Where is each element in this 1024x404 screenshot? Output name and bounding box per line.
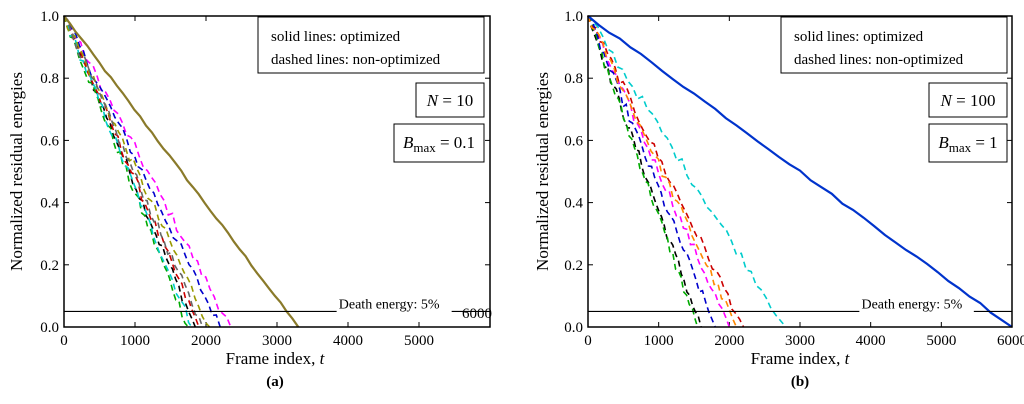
legend-solid: solid lines: optimized <box>271 29 401 45</box>
x-tick-label: 6000 <box>462 306 492 322</box>
legend-solid: solid lines: optimized <box>794 29 924 45</box>
x-tick-label: 3000 <box>262 333 292 349</box>
legend-box: solid lines: optimized dashed lines: non… <box>780 16 1008 74</box>
x-tick-label: 4000 <box>856 333 886 349</box>
y-tick-label: 0.2 <box>40 258 59 274</box>
y-axis-label: Normalized residual energies <box>7 72 26 271</box>
panel-a: Death energy: 5% 0.0 0.2 0.4 0.6 0.8 1.0 0 100… <box>7 9 492 390</box>
x-tick-labels: 0 1000 2000 3000 4000 5000 6000 <box>60 306 492 349</box>
y-tick-label: 1.0 <box>564 9 583 25</box>
y-tick-labels: 0.0 0.2 0.4 0.6 0.8 1.0 <box>40 9 59 336</box>
x-tick-label: 1000 <box>120 333 150 349</box>
dashed-series-line <box>587 15 745 328</box>
b-label: Bmax = 0.1 <box>403 133 475 155</box>
plot-frame <box>587 15 1013 328</box>
solid-series-line <box>587 15 1013 328</box>
dashed-series-line <box>63 15 232 328</box>
panel-b: Death energy: 5% 0.0 0.2 0.4 0.6 0.8 1.0 0 100… <box>533 9 1024 390</box>
solid-series-group <box>63 15 300 328</box>
dashed-series-line <box>587 15 699 328</box>
y-tick-label: 0.2 <box>564 258 583 274</box>
x-tick-label: 5000 <box>926 333 956 349</box>
legend-box: solid lines: optimized dashed lines: non… <box>257 16 485 74</box>
x-tick-label: 4000 <box>333 333 363 349</box>
y-tick-label: 0.0 <box>40 320 59 336</box>
n-label: N = 100 <box>940 91 996 110</box>
y-axis-label: Normalized residual energies <box>533 72 552 271</box>
dashed-series-group <box>63 15 232 328</box>
y-tick-label: 0.6 <box>40 133 59 149</box>
x-tick-labels: 0 1000 2000 3000 4000 5000 6000 <box>584 333 1024 349</box>
death-energy-label: Death energy: 5% <box>339 297 440 312</box>
dashed-series-line <box>63 15 193 328</box>
dashed-series-line <box>587 15 738 328</box>
y-tick-label: 0.0 <box>564 320 583 336</box>
y-tick-label: 0.6 <box>564 133 583 149</box>
y-tick-labels: 0.0 0.2 0.4 0.6 0.8 1.0 <box>564 9 583 336</box>
legend-dashed: dashed lines: non-optimized <box>794 52 964 68</box>
x-axis-label: Frame index, t <box>226 349 326 368</box>
y-tick-label: 0.4 <box>40 196 59 212</box>
dashed-series-line <box>587 15 716 328</box>
x-tick-label: 2000 <box>191 333 221 349</box>
b-label-box: Bmax = 0.1 <box>393 123 485 163</box>
solid-series-group <box>587 15 1013 328</box>
dashed-series-line <box>63 15 189 328</box>
y-tick-label: 0.8 <box>40 71 59 87</box>
b-label-box: Bmax = 1 <box>928 123 1008 163</box>
dashed-series-line <box>587 15 702 328</box>
y-tick-label: 1.0 <box>40 9 59 25</box>
x-tick-label: 0 <box>584 333 592 349</box>
dashed-series-line <box>63 15 200 328</box>
dashed-series-line <box>587 15 731 328</box>
n-label-box: N = 100 <box>928 82 1008 118</box>
dashed-series-line <box>63 15 221 328</box>
panel-label: (a) <box>266 374 284 390</box>
dashed-series-group <box>587 15 787 328</box>
x-tick-label: 5000 <box>404 333 434 349</box>
death-energy-label: Death energy: 5% <box>861 297 962 312</box>
dashed-series-line <box>587 15 787 328</box>
legend-dashed: dashed lines: non-optimized <box>271 52 441 68</box>
solid-series-line <box>63 15 300 328</box>
x-tick-label: 2000 <box>714 333 744 349</box>
y-tick-label: 0.4 <box>564 196 583 212</box>
x-tick-label: 3000 <box>785 333 815 349</box>
x-axis-label: Frame index, t <box>751 349 851 368</box>
dashed-series-line <box>63 15 211 328</box>
x-tick-label: 0 <box>60 333 68 349</box>
x-tick-label: 6000 <box>997 333 1024 349</box>
plot-frame <box>63 15 491 328</box>
panel-label: (b) <box>791 374 809 390</box>
b-label: Bmax = 1 <box>938 133 997 155</box>
n-label: N = 10 <box>426 91 473 110</box>
n-label-box: N = 10 <box>415 82 485 118</box>
y-tick-label: 0.8 <box>564 71 583 87</box>
x-tick-label: 1000 <box>644 333 674 349</box>
